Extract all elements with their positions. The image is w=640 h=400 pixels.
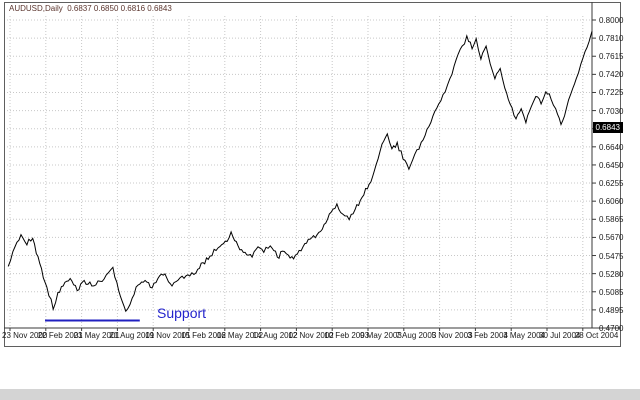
y-axis-label: 0.7615 <box>599 52 624 62</box>
y-axis-label: 0.6640 <box>599 142 624 152</box>
x-axis-label: 22 Feb 2001 <box>37 331 83 340</box>
current-price-tag: 0.6843 <box>592 122 623 134</box>
y-axis-label: 0.6255 <box>599 179 624 189</box>
y-axis-label: 0.7420 <box>599 70 624 80</box>
x-axis-label: 23 Nov 2000 <box>2 331 48 340</box>
x-axis-label: 7 Aug 2003 <box>395 331 437 340</box>
y-axis-label: 0.5865 <box>599 215 624 225</box>
price-series-line <box>7 31 593 313</box>
y-axis-label: 0.5085 <box>599 287 624 297</box>
chart-window <box>4 2 621 347</box>
x-axis-label: 21 Aug 2001 <box>109 331 155 340</box>
y-axis-label: 0.5475 <box>599 251 624 261</box>
y-axis-label: 0.5280 <box>599 269 624 279</box>
y-axis-label: 0.8000 <box>599 16 624 25</box>
support-annotation[interactable]: Support <box>157 305 207 321</box>
x-axis-label: 12 Nov 2002 <box>288 331 334 340</box>
x-axis-label: 30 Jul 2004 <box>539 331 581 340</box>
x-axis-label: 16 May 2002 <box>216 331 264 340</box>
y-axis-label: 0.7225 <box>599 88 624 98</box>
x-axis-label: 15 Feb 2002 <box>181 331 226 340</box>
x-axis-label: 3 May 2004 <box>503 331 545 340</box>
window-bottom-strip <box>0 389 640 400</box>
y-axis-label: 0.6060 <box>599 197 624 207</box>
y-axis-label: 0.7030 <box>599 106 624 116</box>
x-axis-label: 3 Feb 2004 <box>467 331 508 340</box>
x-axis-label: 9 May 2003 <box>360 331 402 340</box>
y-axis-label: 0.6450 <box>599 160 624 170</box>
x-axis-label: 14 Aug 2002 <box>252 331 298 340</box>
x-axis-label: 5 Nov 2003 <box>431 331 473 340</box>
y-axis-label: 0.5670 <box>599 233 624 243</box>
x-axis-label: 19 Nov 2001 <box>145 331 191 340</box>
y-axis-label: 0.4895 <box>599 305 624 315</box>
x-axis-label: 23 May 2001 <box>73 331 120 340</box>
x-axis-label: 28 Oct 2004 <box>574 331 619 340</box>
y-axis-label: 0.7810 <box>599 34 624 44</box>
chart-title-ohlc: AUDUSD,Daily 0.6837 0.6850 0.6816 0.6843 <box>9 4 172 13</box>
y-axis-label: 0.4700 <box>599 324 624 333</box>
x-axis-label: 10 Feb 2003 <box>324 331 370 340</box>
gridlines <box>7 16 592 328</box>
